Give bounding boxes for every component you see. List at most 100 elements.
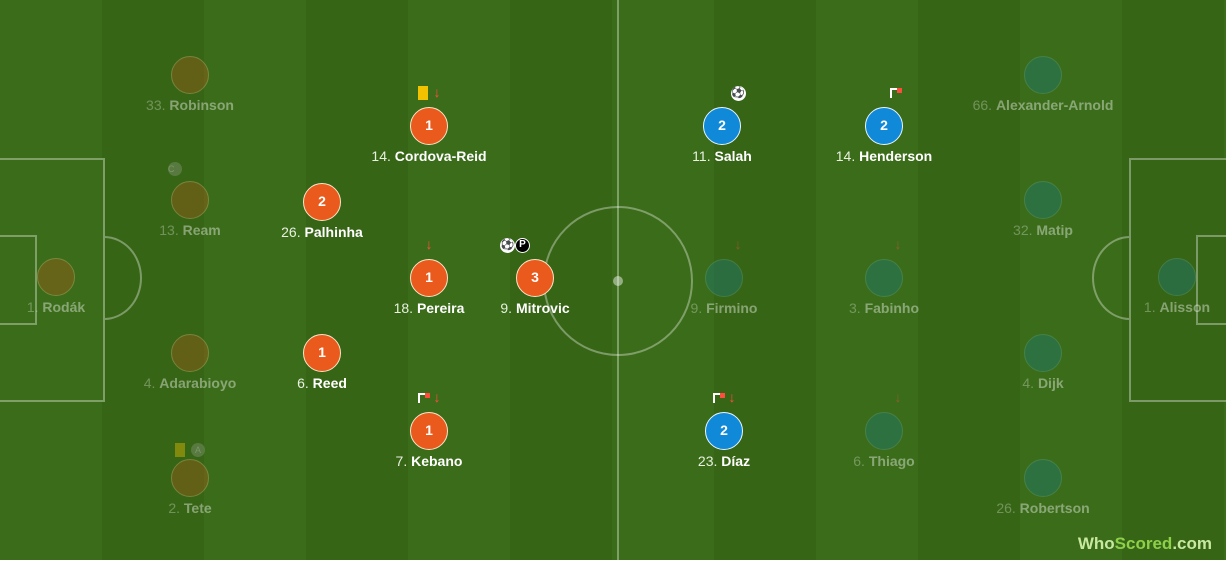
player-marker [1024, 181, 1062, 219]
player-name: Tete [183, 500, 212, 516]
player-name: Alexander-Arnold [995, 97, 1114, 113]
player-marker [865, 412, 903, 450]
player-name: Salah [714, 148, 752, 164]
shirt-number: 11. [692, 148, 711, 164]
player-dijk[interactable]: 4. Dijk [963, 334, 1123, 391]
player-marker [1024, 56, 1062, 94]
player-alisson[interactable]: 1. Alisson [1097, 258, 1226, 315]
player-marker [37, 258, 75, 296]
whoscored-logo[interactable]: WhoScored.com [1077, 534, 1212, 553]
player-name: Thiago [868, 453, 915, 469]
shirt-number: 6. [853, 453, 865, 469]
player-marker [1158, 258, 1196, 296]
player-rating: 1 [303, 334, 341, 372]
yellow-card-icon [175, 443, 185, 458]
player-diaz[interactable]: ↓ 2 23. Díaz [644, 389, 804, 469]
player-name: Robinson [169, 97, 234, 113]
player-name: Henderson [859, 148, 933, 164]
sub-off-arrow-icon: ↓ [433, 389, 441, 405]
player-mitrovic[interactable]: ⚽ P 3 9. Mitrovic [455, 237, 615, 316]
shirt-number: 9. [500, 300, 513, 316]
penalty-icon: P [515, 237, 530, 253]
sub-on-icon [712, 393, 725, 404]
sub-on-icon [417, 393, 430, 404]
player-name: Adarabioyo [159, 375, 237, 391]
player-name: Matip [1036, 222, 1073, 238]
player-rating: 1 [410, 107, 448, 145]
sub-off-arrow-icon: ↓ [894, 236, 902, 252]
player-rating: 1 [410, 259, 448, 297]
player-marker [171, 56, 209, 94]
player-name: Firmino [706, 300, 758, 316]
player-rodak[interactable]: 1. Rodák [0, 258, 136, 315]
sub-off-arrow-icon: ↓ [425, 236, 433, 252]
player-marker [1024, 459, 1062, 497]
left-six-yard-box [0, 235, 37, 325]
shirt-number: 14. [835, 148, 856, 164]
player-thiago[interactable]: ↓ 6. Thiago [804, 389, 964, 469]
player-name: Díaz [721, 453, 751, 469]
shirt-number: 1. [1143, 299, 1156, 315]
player-tete[interactable]: A 2. Tete [110, 443, 270, 516]
vice-captain-badge-icon: A [191, 443, 205, 458]
shirt-number: 14. [371, 148, 391, 164]
player-marker [865, 259, 903, 297]
player-name: Cordova-Reid [394, 148, 487, 164]
player-rating: 2 [705, 412, 743, 450]
shirt-number: 23. [697, 453, 718, 469]
player-rating: 3 [516, 259, 554, 297]
player-cordova-reid[interactable]: ↓ 1 14. Cordova-Reid [349, 84, 509, 164]
player-ream[interactable]: C 13. Ream [110, 162, 270, 238]
shirt-number: 6. [297, 375, 309, 391]
sub-on-icon [890, 88, 902, 99]
player-rating: 2 [865, 107, 903, 145]
shirt-number: 7. [395, 453, 408, 469]
shirt-number: 26. [281, 224, 301, 240]
player-name: Reed [312, 375, 347, 391]
shirt-number: 32. [1013, 222, 1033, 238]
player-henderson[interactable]: 2 14. Henderson [804, 88, 964, 164]
shirt-number: 3. [848, 300, 861, 316]
shirt-number: 33. [146, 97, 166, 113]
shirt-number: 26. [996, 500, 1016, 516]
right-six-yard-box [1196, 235, 1226, 325]
player-name: Robertson [1019, 500, 1090, 516]
captain-badge-icon: C [168, 162, 182, 177]
player-rating: 2 [303, 183, 341, 221]
player-name: Kebano [411, 453, 463, 469]
player-marker [171, 181, 209, 219]
player-name: Mitrovic [515, 300, 570, 316]
shirt-number: 1. [26, 299, 39, 315]
player-alexander-arnold[interactable]: 66. Alexander-Arnold [963, 56, 1123, 113]
player-palhinha[interactable]: 2 26. Palhinha [242, 183, 402, 240]
player-robertson[interactable]: 26. Robertson [963, 459, 1123, 516]
shirt-number: 9. [690, 300, 703, 316]
player-kebano[interactable]: ↓ 1 7. Kebano [349, 389, 509, 469]
yellow-card-icon [417, 86, 428, 101]
player-fabinho[interactable]: ↓ 3. Fabinho [804, 236, 964, 316]
player-matip[interactable]: 32. Matip [963, 181, 1123, 238]
shirt-number: 66. [972, 97, 993, 113]
player-salah[interactable]: ⚽ 2 11. Salah [642, 85, 802, 164]
player-name: Dijk [1037, 375, 1064, 391]
player-adarabioyo[interactable]: 4. Adarabioyo [110, 334, 270, 391]
player-firmino[interactable]: ↓ 9. Firmino [644, 236, 804, 316]
player-reed[interactable]: 1 6. Reed [242, 334, 402, 391]
center-spot [613, 276, 623, 286]
sub-off-arrow-icon: ↓ [728, 389, 736, 405]
sub-off-arrow-icon: ↓ [894, 389, 902, 405]
player-name: Pereira [416, 300, 465, 316]
player-marker [171, 334, 209, 372]
shirt-number: 2. [168, 500, 181, 516]
player-name: Rodák [42, 299, 86, 315]
sub-off-arrow-icon: ↓ [734, 236, 742, 252]
player-rating: 2 [703, 107, 741, 145]
player-name: Fabinho [864, 300, 919, 316]
player-robinson[interactable]: 33. Robinson [110, 56, 270, 113]
player-pereira[interactable]: ↓ 1 18. Pereira [349, 236, 509, 316]
player-name: Ream [182, 222, 221, 238]
goal-ball-icon: ⚽ [730, 85, 746, 101]
player-rating: 1 [410, 412, 448, 450]
shirt-number: 18. [393, 300, 414, 316]
